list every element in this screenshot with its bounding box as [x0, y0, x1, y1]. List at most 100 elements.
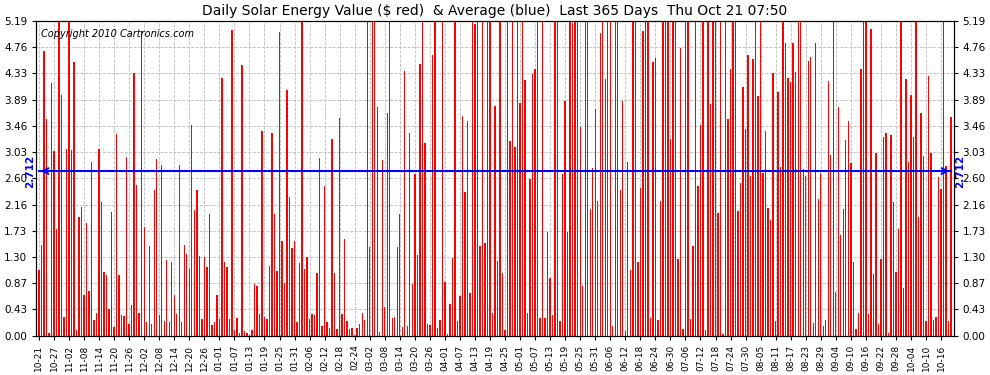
- Bar: [46, 120, 48, 336]
- Bar: [68, 21, 69, 336]
- Bar: [635, 21, 636, 336]
- Bar: [464, 192, 465, 336]
- Bar: [875, 153, 876, 336]
- Bar: [286, 90, 288, 336]
- Bar: [687, 21, 689, 336]
- Bar: [319, 158, 321, 336]
- Bar: [895, 273, 897, 336]
- Bar: [775, 321, 776, 336]
- Bar: [532, 74, 534, 336]
- Bar: [770, 220, 771, 336]
- Bar: [825, 320, 827, 336]
- Bar: [219, 320, 220, 336]
- Bar: [153, 190, 154, 336]
- Bar: [459, 296, 460, 336]
- Bar: [549, 278, 550, 336]
- Bar: [449, 304, 450, 336]
- Bar: [271, 134, 272, 336]
- Bar: [695, 21, 696, 336]
- Bar: [828, 81, 829, 336]
- Bar: [322, 326, 323, 336]
- Bar: [782, 21, 784, 336]
- Bar: [850, 163, 851, 336]
- Bar: [567, 232, 568, 336]
- Bar: [647, 21, 648, 336]
- Bar: [156, 159, 157, 336]
- Bar: [936, 317, 937, 336]
- Bar: [461, 116, 463, 336]
- Bar: [234, 330, 235, 336]
- Bar: [546, 232, 548, 336]
- Bar: [913, 136, 914, 336]
- Bar: [707, 22, 709, 336]
- Bar: [248, 335, 250, 336]
- Bar: [389, 21, 390, 336]
- Bar: [435, 21, 436, 336]
- Bar: [263, 317, 265, 336]
- Bar: [620, 189, 621, 336]
- Text: Copyright 2010 Cartronics.com: Copyright 2010 Cartronics.com: [41, 28, 194, 39]
- Bar: [136, 185, 138, 336]
- Bar: [381, 160, 383, 336]
- Bar: [60, 95, 62, 336]
- Bar: [574, 21, 576, 336]
- Bar: [446, 334, 448, 336]
- Bar: [454, 21, 455, 336]
- Bar: [757, 96, 758, 336]
- Bar: [664, 21, 666, 336]
- Bar: [880, 259, 881, 336]
- Bar: [50, 83, 52, 336]
- Bar: [865, 21, 866, 336]
- Bar: [116, 134, 118, 336]
- Bar: [129, 324, 130, 336]
- Bar: [346, 321, 347, 336]
- Bar: [114, 327, 115, 336]
- Bar: [351, 328, 352, 336]
- Bar: [597, 201, 598, 336]
- Bar: [242, 65, 243, 336]
- Bar: [542, 21, 544, 336]
- Bar: [938, 177, 940, 336]
- Bar: [189, 269, 190, 336]
- Bar: [407, 326, 408, 336]
- Bar: [552, 315, 553, 336]
- Bar: [638, 262, 639, 336]
- Bar: [530, 179, 531, 336]
- Bar: [474, 24, 475, 336]
- Bar: [780, 167, 781, 336]
- Bar: [71, 150, 72, 336]
- Bar: [808, 61, 809, 336]
- Bar: [815, 43, 817, 336]
- Bar: [810, 57, 812, 336]
- Bar: [582, 286, 583, 336]
- Bar: [497, 261, 498, 336]
- Bar: [489, 21, 491, 336]
- Bar: [88, 291, 90, 336]
- Bar: [63, 317, 64, 336]
- Bar: [777, 92, 779, 336]
- Bar: [427, 324, 428, 336]
- Bar: [605, 79, 606, 336]
- Bar: [931, 153, 932, 336]
- Bar: [950, 117, 951, 336]
- Bar: [842, 209, 844, 336]
- Bar: [214, 322, 215, 336]
- Bar: [229, 319, 230, 336]
- Bar: [690, 318, 691, 336]
- Bar: [209, 214, 210, 336]
- Bar: [266, 319, 267, 336]
- Bar: [364, 320, 365, 336]
- Bar: [296, 322, 298, 336]
- Bar: [857, 314, 859, 336]
- Bar: [49, 333, 50, 336]
- Bar: [183, 244, 185, 336]
- Bar: [677, 259, 678, 336]
- Bar: [279, 33, 280, 336]
- Bar: [672, 22, 673, 336]
- Bar: [141, 32, 143, 336]
- Bar: [196, 190, 197, 336]
- Bar: [579, 127, 581, 336]
- Bar: [276, 271, 277, 336]
- Bar: [384, 308, 385, 336]
- Bar: [569, 21, 571, 336]
